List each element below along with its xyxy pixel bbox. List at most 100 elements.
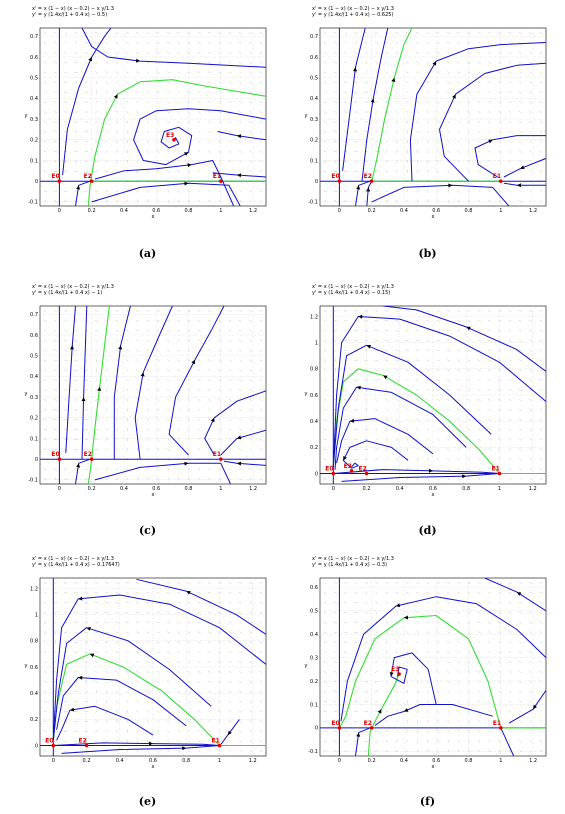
direction-arrowhead xyxy=(70,345,74,350)
field-arrow xyxy=(334,31,337,35)
field-arrow xyxy=(146,611,150,614)
field-arrow xyxy=(385,170,389,173)
field-arrow xyxy=(395,90,399,94)
field-arrow xyxy=(386,437,388,442)
field-arrow xyxy=(105,81,108,84)
direction-arrowhead xyxy=(452,94,456,99)
field-arrow xyxy=(74,350,78,351)
field-arrow xyxy=(197,32,201,34)
field-arrow xyxy=(116,150,118,154)
field-arrow xyxy=(187,720,191,723)
field-arrow xyxy=(64,379,68,381)
field-arrow xyxy=(333,720,338,722)
trajectory-curve xyxy=(500,727,515,756)
field-arrow xyxy=(218,611,222,614)
field-arrow xyxy=(177,729,180,733)
field-arrow xyxy=(385,61,389,64)
field-arrow xyxy=(406,680,408,684)
field-arrow xyxy=(529,670,532,674)
y-tick-label: 0.2 xyxy=(310,138,318,144)
field-arrow xyxy=(105,310,109,312)
field-arrow xyxy=(427,709,429,714)
trajectory-curve xyxy=(361,28,389,182)
field-arrow xyxy=(447,448,450,451)
field-arrow xyxy=(529,660,532,664)
direction-arrowhead xyxy=(377,709,382,714)
field-arrow xyxy=(249,611,253,614)
field-arrow xyxy=(239,477,242,481)
field-arrow xyxy=(238,710,242,713)
field-arrow xyxy=(518,660,522,664)
field-arrow xyxy=(488,150,491,153)
field-arrow xyxy=(395,582,399,584)
field-arrow xyxy=(228,101,232,104)
field-arrow xyxy=(457,110,461,114)
x-tick-label: 1.2 xyxy=(249,208,257,214)
field-arrow xyxy=(156,582,160,584)
field-arrow xyxy=(447,160,450,163)
field-arrow xyxy=(166,621,170,624)
field-arrow xyxy=(529,199,532,203)
field-arrow xyxy=(323,710,327,713)
field-arrow xyxy=(477,700,481,703)
field-arrow xyxy=(259,130,263,133)
field-arrow xyxy=(478,160,481,163)
field-arrow xyxy=(43,51,47,54)
field-arrow xyxy=(177,140,180,143)
field-arrow xyxy=(249,51,253,54)
field-arrow xyxy=(488,51,491,54)
field-arrow xyxy=(115,339,119,342)
field-arrow xyxy=(198,199,201,203)
field-arrow xyxy=(405,41,409,44)
field-arrow xyxy=(249,730,252,733)
field-arrow xyxy=(333,661,337,663)
field-arrow xyxy=(374,330,379,332)
field-arrow xyxy=(518,651,522,654)
field-arrow xyxy=(457,457,460,461)
field-arrow xyxy=(94,42,99,44)
field-arrow xyxy=(323,631,327,634)
field-arrow xyxy=(116,100,119,104)
field-arrow xyxy=(333,310,337,312)
x-tick-label: 0 xyxy=(58,208,61,214)
field-arrow xyxy=(228,720,232,723)
field-arrow xyxy=(249,477,252,481)
field-arrow xyxy=(446,398,450,401)
field-arrow xyxy=(197,319,201,322)
field-arrow xyxy=(416,611,419,614)
field-arrow xyxy=(53,611,57,614)
field-arrow xyxy=(105,428,109,431)
field-arrow xyxy=(228,120,232,124)
field-arrow xyxy=(478,189,481,193)
field-arrow xyxy=(498,349,502,352)
field-arrow xyxy=(446,349,450,352)
field-arrow xyxy=(187,418,191,421)
field-arrow xyxy=(136,621,140,624)
field-arrow xyxy=(167,700,170,703)
field-arrow xyxy=(508,641,512,644)
field-arrow xyxy=(228,71,232,74)
field-arrow xyxy=(395,379,399,381)
field-arrow xyxy=(539,101,543,104)
field-arrow xyxy=(125,310,129,312)
field-arrow xyxy=(197,140,201,143)
trajectory-curve xyxy=(334,386,467,470)
field-arrow xyxy=(467,189,470,193)
field-arrow xyxy=(406,660,409,664)
field-arrow xyxy=(467,670,471,674)
field-arrow xyxy=(125,631,129,634)
field-arrow xyxy=(146,602,150,604)
field-arrow xyxy=(249,720,252,723)
field-arrow xyxy=(228,438,232,441)
direction-arrowhead xyxy=(89,653,95,658)
x-tick-label: 0.6 xyxy=(152,486,160,492)
field-arrow xyxy=(457,690,460,694)
field-arrow xyxy=(498,477,501,481)
field-arrow xyxy=(218,189,221,193)
equilibrium-point xyxy=(337,179,342,183)
field-arrow xyxy=(75,319,77,323)
field-arrow xyxy=(94,131,99,133)
field-arrow xyxy=(323,651,327,653)
field-arrow xyxy=(218,329,222,332)
field-arrow xyxy=(498,359,502,362)
